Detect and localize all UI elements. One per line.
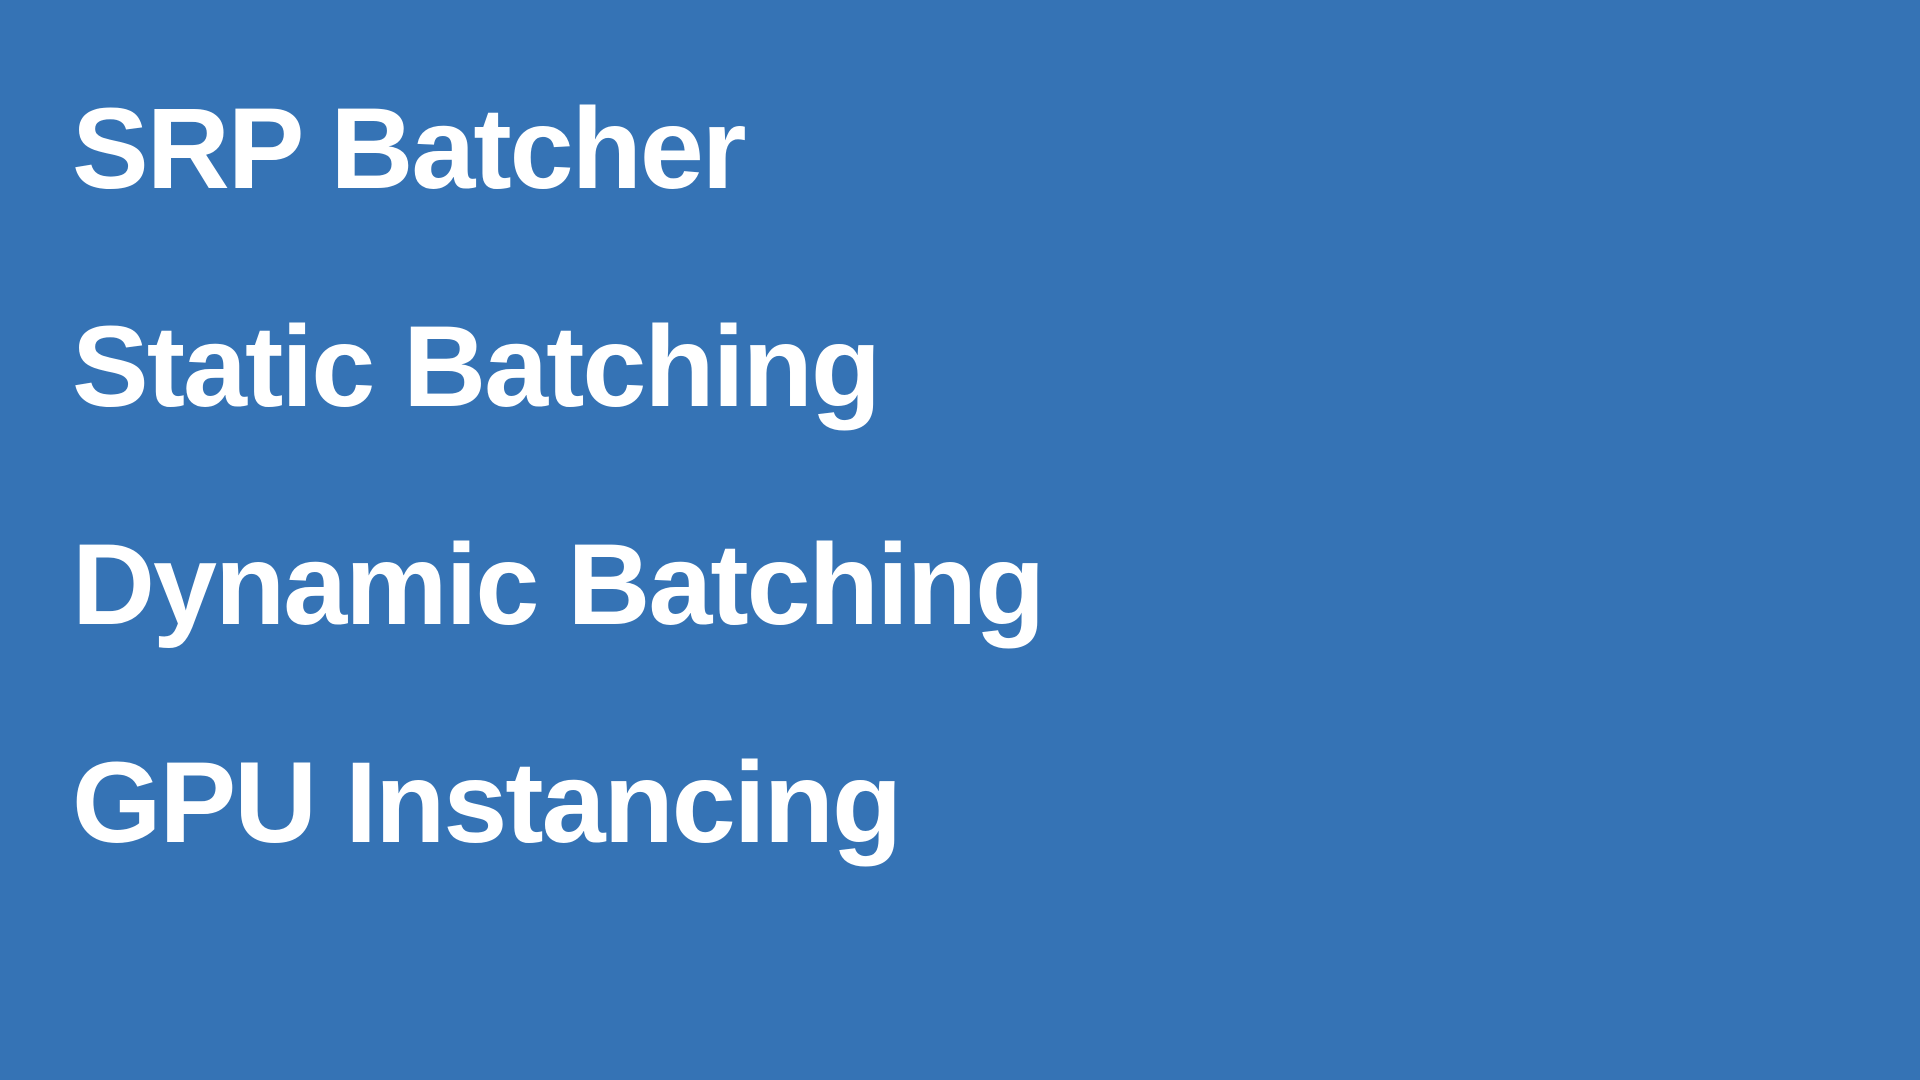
list-item-gpu-instancing: GPU Instancing	[72, 739, 902, 867]
list-item-static-batching: Static Batching	[72, 303, 881, 431]
list-item-dynamic-batching: Dynamic Batching	[72, 521, 1045, 649]
list-item-srp-batcher: SRP Batcher	[72, 85, 747, 213]
